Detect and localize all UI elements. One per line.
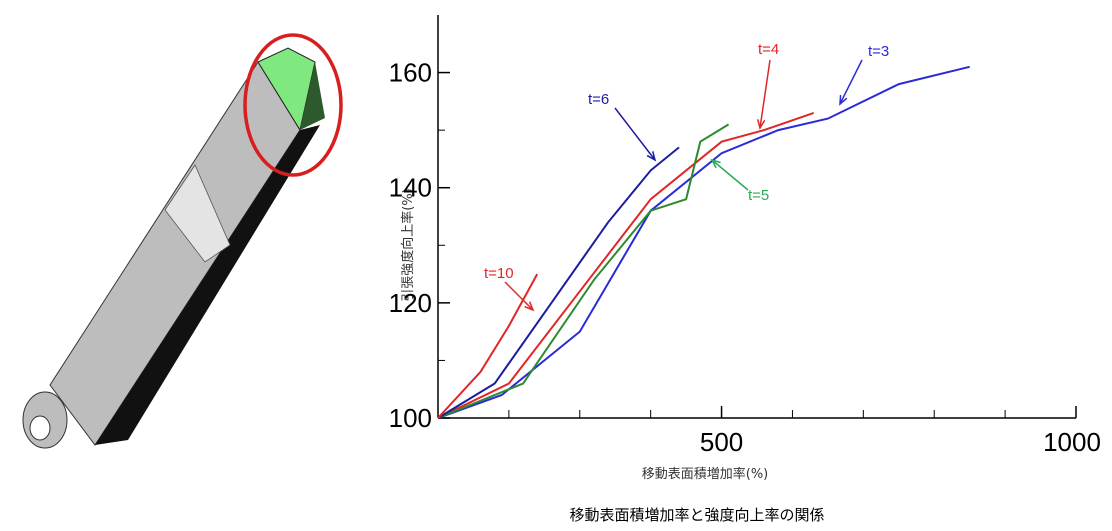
- series-label: t=6: [588, 91, 609, 108]
- annotation-arrow: [760, 60, 770, 128]
- series-line: [438, 67, 970, 418]
- annotation-arrow: [615, 108, 655, 160]
- annotation-arrow: [840, 60, 862, 104]
- x-axis-label: 移動表面積増加率(%): [642, 466, 769, 482]
- x-tick-label: 1000: [1043, 427, 1101, 457]
- y-tick-label: 140: [389, 173, 432, 203]
- series-line: [438, 274, 537, 418]
- series-line: [438, 124, 729, 418]
- series-label: t=10: [484, 265, 514, 282]
- y-tick-label: 120: [389, 288, 432, 318]
- page: 移動表面積増加率と強度向上率の関係 移動表面積増加率(%) 引張強度向上率(%)…: [0, 0, 1112, 531]
- illustration: [23, 35, 341, 448]
- y-tick-label: 100: [389, 403, 432, 433]
- series-label: t=5: [748, 187, 769, 204]
- x-tick-label: 500: [700, 427, 743, 457]
- caption: 移動表面積増加率と強度向上率の関係: [569, 506, 824, 524]
- annotation-arrow: [712, 160, 748, 190]
- series-label: t=4: [758, 41, 779, 58]
- series-label: t=3: [868, 43, 889, 60]
- y-tick-label: 160: [389, 58, 432, 88]
- y-axis-label: 引張強度向上率(%): [400, 188, 416, 302]
